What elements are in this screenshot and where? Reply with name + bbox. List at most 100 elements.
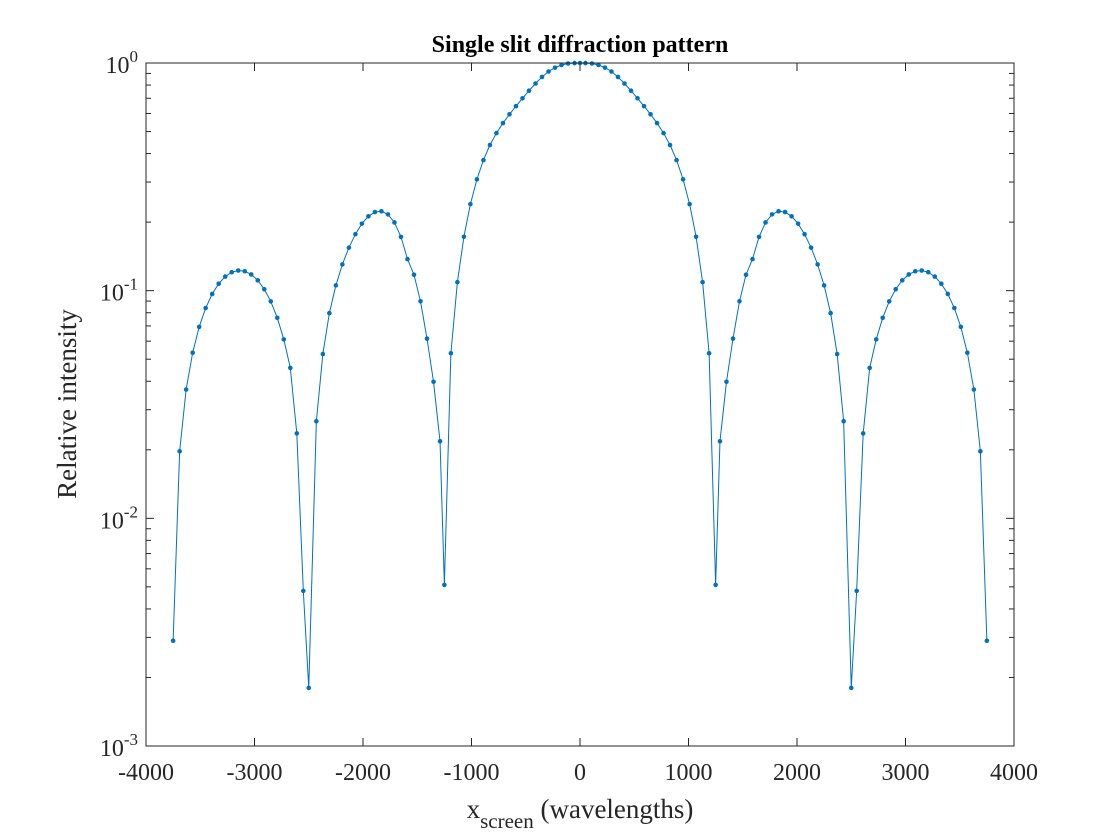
data-point [886, 299, 892, 304]
y-axis-label: Relative intensity [52, 309, 82, 499]
data-point [893, 286, 899, 292]
data-point [546, 69, 551, 74]
data-point [274, 315, 280, 321]
data-point [756, 234, 762, 240]
data-point [216, 281, 221, 287]
x-axis-label: xscreen (wavelengths) [467, 794, 694, 833]
data-point [674, 157, 679, 163]
data-point [828, 310, 833, 316]
x-tick-label: -2000 [335, 760, 391, 786]
data-point [366, 213, 371, 219]
data-point [520, 95, 525, 101]
data-point [507, 111, 512, 117]
y-tick-label: 10-3 [100, 730, 138, 762]
data-point [984, 638, 990, 644]
x-axis-label-subscript: screen [480, 809, 534, 833]
data-point [559, 62, 564, 68]
data-point [965, 350, 970, 355]
x-tick-label: 3000 [882, 760, 930, 786]
x-tick-label: 0 [574, 760, 586, 786]
data-point [170, 638, 176, 644]
data-point [448, 350, 454, 356]
data-point [648, 111, 653, 117]
data-point [945, 291, 951, 297]
data-point [860, 431, 866, 436]
data-point [700, 279, 705, 285]
data-point [615, 74, 621, 80]
data-point [743, 272, 749, 278]
data-point [724, 379, 729, 385]
data-point [513, 103, 519, 109]
data-point [442, 582, 447, 588]
data-point [203, 305, 208, 311]
data-point [667, 142, 673, 148]
data-point [235, 268, 241, 273]
data-point [385, 212, 391, 217]
data-point [222, 274, 228, 279]
data-point [628, 88, 634, 94]
data-point [939, 281, 944, 287]
plot-area [146, 63, 1014, 746]
data-point [209, 291, 215, 297]
data-point [971, 387, 977, 392]
data-point [455, 279, 460, 285]
data-point [418, 299, 423, 304]
data-point [763, 220, 768, 225]
x-tick-label: -1000 [444, 760, 500, 786]
data-point [717, 438, 723, 444]
data-point [808, 245, 814, 250]
data-point [196, 324, 202, 330]
data-point [539, 74, 545, 80]
data-point [346, 245, 352, 250]
data-point [899, 278, 905, 283]
data-point [288, 365, 293, 371]
x-tick-label: 4000 [990, 760, 1038, 786]
data-point [411, 272, 417, 278]
data-point [500, 120, 506, 126]
data-point [867, 365, 872, 371]
data-point [795, 221, 801, 226]
x-tick-label: 2000 [773, 760, 821, 786]
data-point [261, 286, 267, 292]
data-point [372, 209, 378, 215]
data-point [873, 337, 879, 342]
data-point [854, 588, 859, 594]
x-tick-label: 1000 [665, 760, 713, 786]
data-point [841, 418, 846, 424]
data-point [392, 220, 397, 225]
data-point [609, 69, 614, 74]
data-point [177, 448, 182, 454]
data-point [468, 201, 473, 207]
data-point [340, 262, 345, 267]
data-point [474, 177, 480, 182]
data-point [190, 350, 195, 355]
data-point [596, 62, 601, 68]
data-point [294, 431, 300, 436]
data-point [661, 130, 666, 136]
axes-box [145, 62, 1015, 747]
data-point [306, 685, 312, 691]
data-point [229, 269, 235, 275]
data-point [461, 234, 467, 240]
data-point [750, 256, 755, 262]
data-point [978, 448, 983, 454]
x-tick-label: -4000 [118, 760, 174, 786]
x-tick-label: -3000 [227, 760, 283, 786]
data-point [925, 269, 931, 275]
y-tick-label: 100 [106, 47, 139, 79]
data-point [693, 234, 699, 240]
data-point [641, 103, 647, 109]
data-point [255, 278, 261, 283]
data-point [730, 336, 736, 341]
data-point [183, 387, 189, 392]
data-point [242, 268, 248, 274]
labels-layer: -4000 -3000 -2000 -1000 0 1000 2000 3000 4000 100… [100, 47, 1038, 786]
data-point [327, 310, 332, 316]
data-point [713, 582, 718, 588]
data-point [706, 350, 712, 356]
data-point [405, 256, 410, 262]
data-point [602, 65, 608, 70]
x-axis-label-suffix: (wavelengths) [534, 794, 694, 824]
data-point [494, 130, 499, 136]
data-point [487, 142, 493, 148]
